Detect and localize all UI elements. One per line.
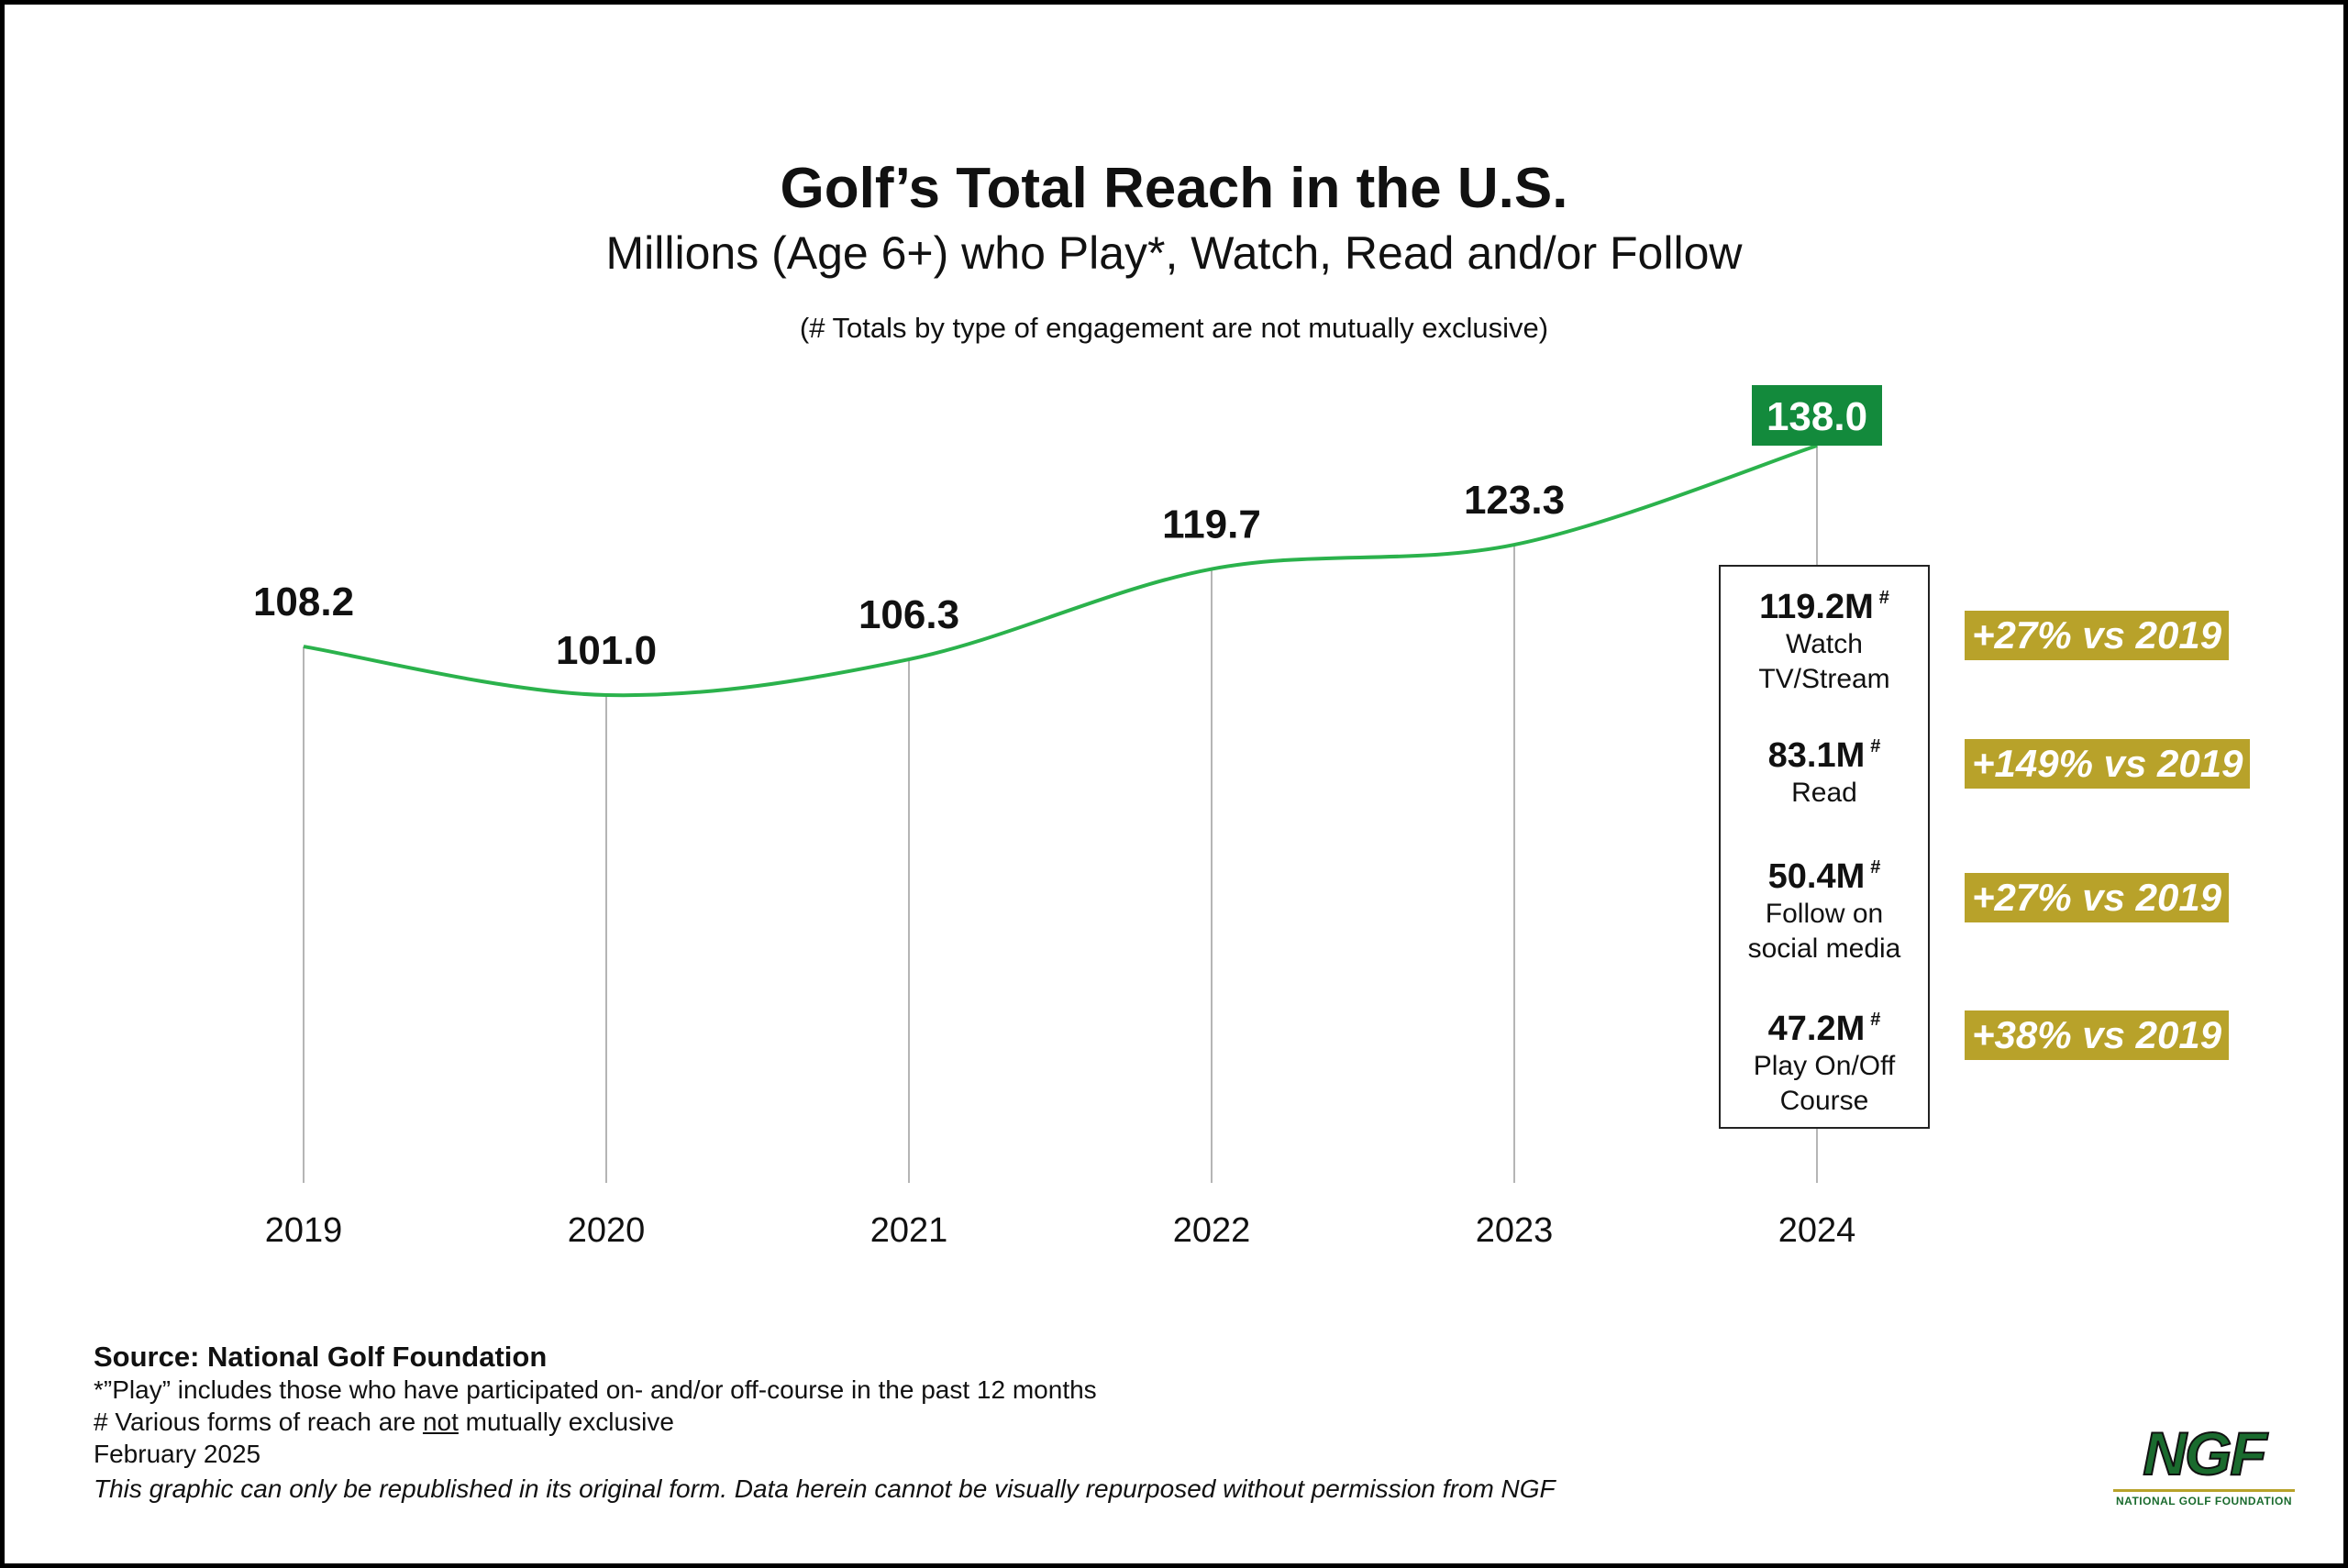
x-tick-label: 2023: [1476, 1211, 1554, 1250]
ngf-logo: NGF NATIONAL GOLF FOUNDATION: [2108, 1419, 2300, 1507]
change-badge-read: +149% vs 2019: [1965, 739, 2251, 789]
chart-note: (# Totals by type of engagement are not …: [799, 312, 1549, 344]
logo-subtext: NATIONAL GOLF FOUNDATION: [2116, 1495, 2292, 1507]
breakdown-item-watch: 119.2M # Watch TV/Stream: [1721, 578, 1928, 697]
logo-divider: [2113, 1489, 2295, 1492]
breakdown-item-play: 47.2M # Play On/Off Course: [1721, 999, 1928, 1119]
chart-subtitle: Millions (Age 6+) who Play*, Watch, Read…: [605, 227, 1743, 279]
data-label: 119.7: [1162, 502, 1261, 547]
breakdown-box: 119.2M # Watch TV/Stream 83.1M # Read 50.4…: [1719, 565, 1930, 1129]
breakdown-label: Follow on: [1765, 899, 1884, 929]
breakdown-item-read: 83.1M # Read: [1721, 726, 1928, 811]
logo-text: NGF: [2142, 1419, 2267, 1487]
breakdown-label: social media: [1747, 933, 1901, 964]
source-note: Source: National Golf Foundation: [94, 1341, 548, 1373]
breakdown-label: Watch: [1786, 629, 1863, 659]
breakdown-item-follow: 50.4M # Follow on social media: [1721, 847, 1928, 966]
series-line: [303, 444, 1818, 698]
x-tick-label: 2024: [1778, 1211, 1856, 1250]
chart-title: Golf’s Total Reach in the U.S.: [780, 157, 1568, 220]
highlight-box: [1752, 385, 1882, 446]
breakdown-value: 83.1M #: [1767, 736, 1881, 775]
data-label: 101.0: [556, 628, 657, 673]
data-label: 106.3: [858, 592, 959, 637]
data-label: 138.0: [1767, 394, 1867, 439]
date-note: February 2025: [94, 1440, 261, 1468]
play-footnote: *”Play” includes those who have particip…: [94, 1375, 1097, 1404]
breakdown-value: 50.4M #: [1767, 857, 1881, 896]
breakdown-label: Course: [1779, 1086, 1869, 1116]
breakdown-value: 119.2M #: [1759, 588, 1889, 626]
change-badge-play: +38% vs 2019: [1965, 1010, 2230, 1060]
republish-note: This graphic can only be republished in …: [94, 1474, 1556, 1503]
x-tick-label: 2022: [1173, 1211, 1251, 1250]
change-badge-follow: +27% vs 2019: [1965, 873, 2230, 922]
breakdown-label: Play On/Off: [1753, 1051, 1896, 1081]
data-label: 108.2: [253, 580, 354, 624]
data-label: 123.3: [1464, 478, 1565, 523]
breakdown-value: 47.2M #: [1767, 1010, 1881, 1048]
change-badge-watch: +27% vs 2019: [1965, 611, 2230, 660]
x-tick-label: 2021: [870, 1211, 948, 1250]
hash-footnote: # Various forms of reach are not mutuall…: [94, 1408, 674, 1436]
x-tick-label: 2020: [568, 1211, 646, 1250]
breakdown-label: Read: [1791, 778, 1857, 808]
breakdown-label: TV/Stream: [1758, 664, 1890, 694]
x-tick-label: 2019: [265, 1211, 343, 1250]
